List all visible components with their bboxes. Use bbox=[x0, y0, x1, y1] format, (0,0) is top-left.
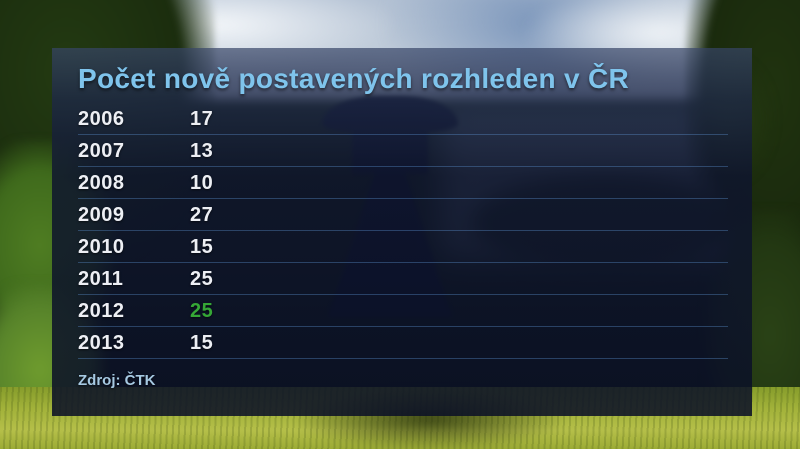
year-cell: 2012 bbox=[78, 300, 125, 322]
table-row: 2006 17 bbox=[78, 103, 728, 135]
value-cell: 27 bbox=[190, 204, 214, 226]
value-cell: 10 bbox=[190, 172, 214, 194]
value-cell: 13 bbox=[190, 140, 214, 162]
value-cell: 15 bbox=[190, 236, 214, 258]
table-row: 2009 27 bbox=[78, 199, 728, 231]
year-cell: 2008 bbox=[78, 172, 125, 194]
chart-title: Počet nově postavených rozhleden v ČR bbox=[78, 63, 630, 94]
year-cell: 2013 bbox=[78, 332, 125, 354]
year-cell: 2006 bbox=[78, 108, 125, 130]
year-cell: 2010 bbox=[78, 236, 125, 258]
source-label: Zdroj: ČTK bbox=[78, 372, 156, 389]
year-cell: 2009 bbox=[78, 204, 125, 226]
year-cell: 2011 bbox=[78, 268, 124, 290]
table-row: 2010 15 bbox=[78, 231, 728, 263]
year-cell: 2007 bbox=[78, 140, 125, 162]
value-cell: 25 bbox=[190, 300, 214, 322]
table-row: 2013 15 bbox=[78, 327, 728, 359]
value-cell: 15 bbox=[190, 332, 214, 354]
table-row: 2008 10 bbox=[78, 167, 728, 199]
value-cell: 25 bbox=[190, 268, 214, 290]
value-cell: 17 bbox=[190, 108, 214, 130]
table-row: 2007 13 bbox=[78, 135, 728, 167]
info-panel: Počet nově postavených rozhleden v ČR 20… bbox=[52, 48, 752, 416]
data-table: 2006 17 2007 13 2008 10 2009 27 2010 15 2011 25 2012… bbox=[78, 103, 728, 359]
table-row: 2011 25 bbox=[78, 263, 728, 295]
table-row: 2012 25 bbox=[78, 295, 728, 327]
